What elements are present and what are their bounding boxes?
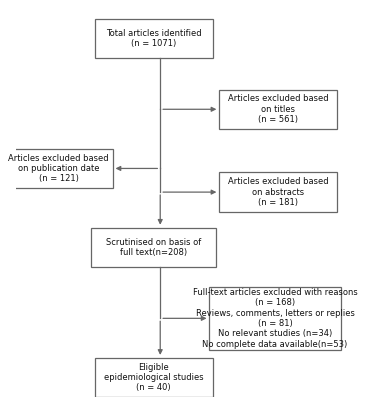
FancyBboxPatch shape [94,18,213,58]
FancyBboxPatch shape [4,149,113,188]
Text: Total articles identified
(n = 1071): Total articles identified (n = 1071) [106,28,201,48]
Text: Eligible
epidemiological studies
(n = 40): Eligible epidemiological studies (n = 40… [104,362,203,392]
FancyBboxPatch shape [219,172,337,212]
FancyBboxPatch shape [210,287,341,350]
Text: Articles excluded based
on abstracts
(n = 181): Articles excluded based on abstracts (n … [228,177,329,207]
Text: Scrutinised on basis of
full text(n=208): Scrutinised on basis of full text(n=208) [106,238,201,257]
FancyBboxPatch shape [92,228,216,267]
FancyBboxPatch shape [219,90,337,129]
Text: Full-text articles excluded with reasons
(n = 168)
Reviews, comments, letters or: Full-text articles excluded with reasons… [193,288,358,349]
Text: Articles excluded based
on titles
(n = 561): Articles excluded based on titles (n = 5… [228,94,329,124]
Text: Articles excluded based
on publication date
(n = 121): Articles excluded based on publication d… [8,154,109,183]
FancyBboxPatch shape [94,358,213,397]
